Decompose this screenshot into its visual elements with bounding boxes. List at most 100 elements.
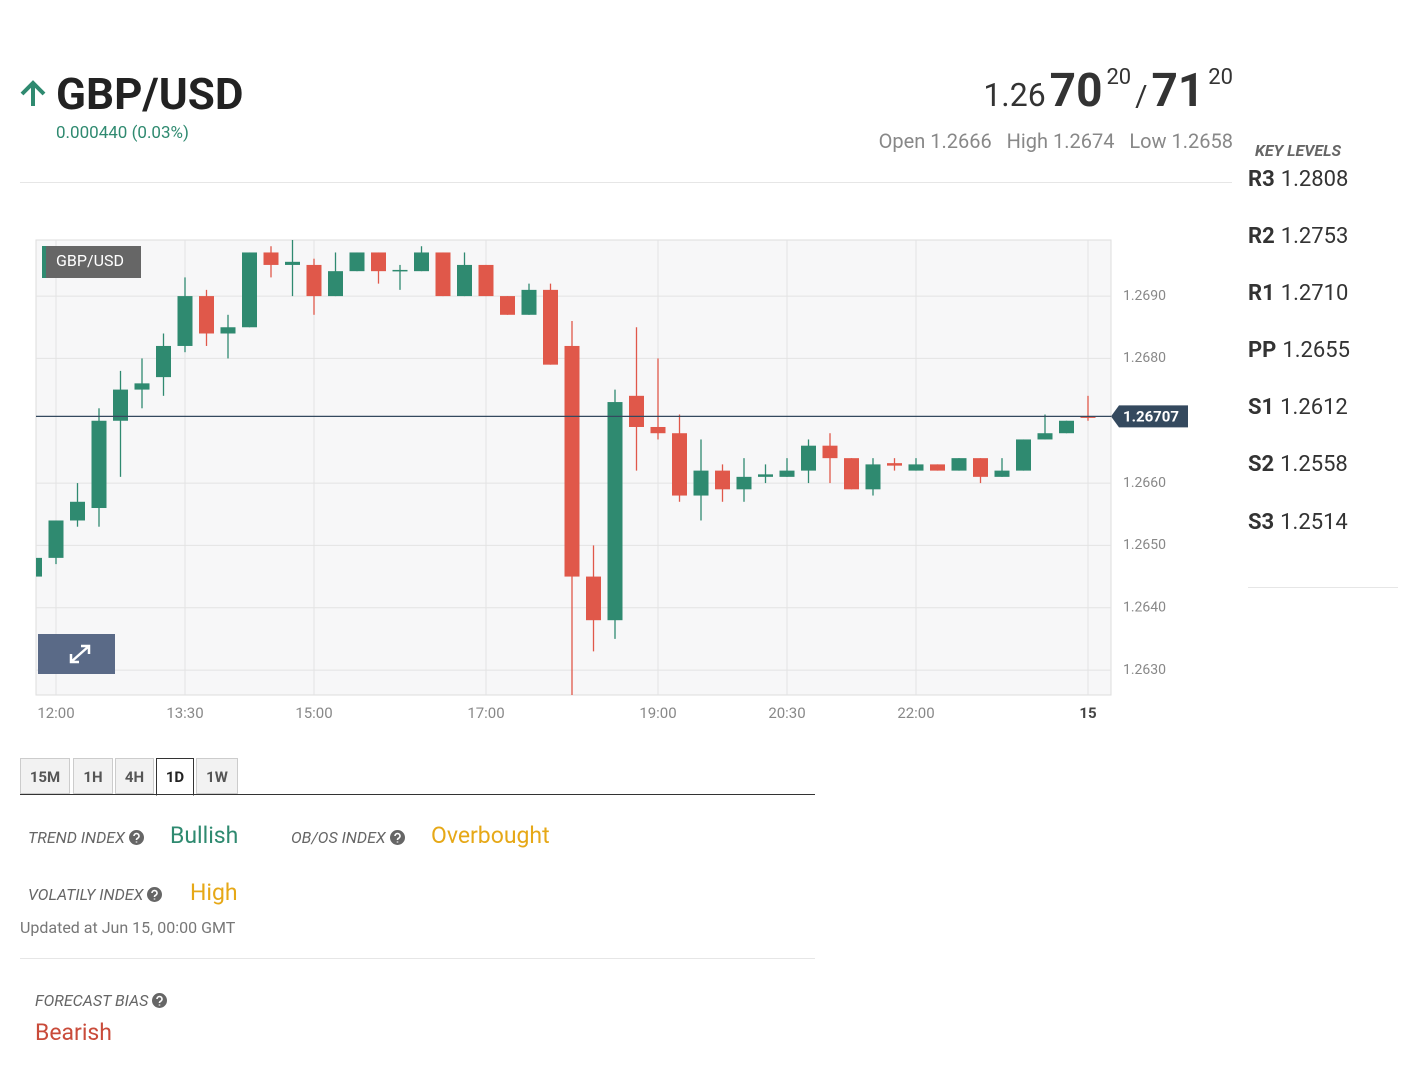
candle-body [693,470,709,496]
level-label: R3 [1248,167,1275,192]
y-tick-label: 1.2660 [1123,475,1166,491]
separator: / [1135,79,1148,114]
level-label: S2 [1248,452,1275,477]
y-tick-label: 1.2650 [1123,537,1166,553]
expand-button[interactable] [38,634,115,674]
key-levels-title: KEY LEVELS [1255,141,1342,160]
x-tick-label: 17:00 [467,704,504,722]
ohl-value: 1.2658 [1171,129,1233,153]
y-tick-label: 1.2640 [1123,599,1166,615]
level-value: 1.2514 [1280,510,1348,535]
candle-body [543,289,558,365]
key-level: R3 1.2808 [1248,167,1348,192]
index-value: High [190,879,238,906]
candle-body [951,458,967,471]
key-level: S3 1.2514 [1248,510,1348,535]
candle-body [414,252,429,272]
axis-labels: 1.2630 1.2640 1.2650 1.2660 1.2680 1.2690 12:0… [37,288,1188,722]
candle-body [564,345,580,577]
tab[interactable]: 1H [73,758,113,794]
candle-body [36,557,42,577]
candle-body [844,458,859,490]
bid-pips: 70 [1049,64,1103,118]
ohl-value: 1.2674 [1052,129,1115,153]
tab[interactable]: 4H [115,758,154,794]
candle-body [328,271,343,297]
x-tick-label: 15 [1079,704,1096,722]
index: OB/OS INDEX [291,828,405,847]
chart-label: GBP/USD [56,251,124,270]
help-icon[interactable] [147,887,163,902]
candle-body [758,474,773,477]
updated: Updated at Jun 15, 00:00 GMT [20,918,236,937]
candle-body [607,402,623,621]
index-value: Overbought [431,822,550,849]
forecast: FORECAST BIAS [35,991,168,1010]
candle-body [156,345,171,378]
quote: 1.26 70 20 / 71 20 [983,64,1233,118]
tab-underline [20,794,815,795]
candle-body [91,420,107,509]
level-label: R2 [1248,224,1275,249]
key-level: S1 1.2612 [1248,395,1348,420]
key-level: PP 1.2655 [1248,338,1350,363]
candle-body [306,264,322,297]
forecast-label: FORECAST BIAS [35,991,149,1010]
expand-icon [69,644,91,664]
x-tick-label: 22:00 [897,704,934,722]
candle-body [263,252,279,265]
candle-body [285,261,300,265]
candle-body [586,576,601,621]
symbol: GBP/USD [56,68,244,120]
candle-body [994,470,1010,477]
divider [1248,587,1398,588]
key-level: R2 1.2753 [1248,224,1348,249]
candle-body [48,520,64,558]
current-price-label: 1.26707 [1123,407,1179,425]
bid-big: 1.26 [983,76,1046,114]
candle-body [629,395,644,427]
candle-body [1037,433,1053,440]
tab[interactable]: 1D [156,758,194,796]
x-tick-label: 20:30 [768,704,805,722]
chart-label-bg [42,246,141,278]
forecast-value: Bearish [35,1019,112,1046]
divider [20,958,815,959]
candle-body [779,470,795,477]
candle-body [435,252,451,297]
candle-body [650,426,666,434]
candle-body [672,433,687,496]
level-value: 1.2612 [1280,395,1348,420]
ohl-label: Low [1129,129,1167,153]
candle-body [1059,420,1074,434]
index-label: VOLATILY INDEX [28,885,144,904]
candle-body [887,463,902,466]
change: 0.000440 (0.03%) [56,123,189,143]
help-icon[interactable] [389,830,405,845]
tab[interactable]: 15M [20,758,70,794]
chart-label-accent [42,246,46,278]
tab[interactable]: 1W [196,758,238,794]
candle-body [478,264,494,297]
help-icon[interactable] [128,830,144,845]
index: VOLATILY INDEX [28,885,163,904]
ohl-label: Open [878,129,926,153]
help-icon[interactable] [152,993,168,1008]
index-value: Bullish [170,822,239,849]
candles [36,240,1111,695]
index: TREND INDEX [28,828,144,847]
level-label: PP [1248,338,1277,363]
level-value: 1.2808 [1280,167,1349,192]
x-tick-label: 13:30 [166,704,203,722]
index-label: TREND INDEX [28,828,125,847]
candle-body [865,464,881,490]
up-arrow-icon [20,80,46,106]
candle-body [199,296,214,334]
x-tick-label: 12:00 [37,704,74,722]
candle-body [1080,416,1096,418]
bid-frac: 20 [1106,65,1132,90]
y-tick-label: 1.2680 [1123,350,1166,366]
candle-body [500,296,515,315]
candle-body [801,445,816,471]
